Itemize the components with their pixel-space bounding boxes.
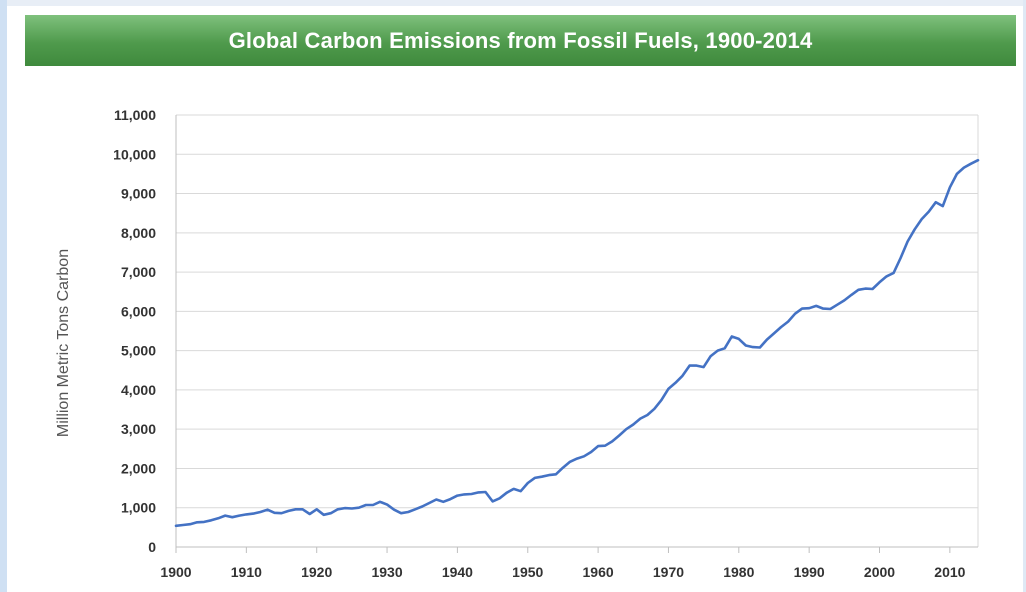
x-tick-label: 1990 — [794, 564, 825, 580]
series-group — [174, 158, 980, 528]
y-tick-label: 10,000 — [113, 146, 156, 162]
y-tick-label: 7,000 — [121, 264, 156, 280]
y-tick-label: 5,000 — [121, 343, 156, 359]
chart-title: Global Carbon Emissions from Fossil Fuel… — [228, 27, 813, 53]
y-tick-label: 11,000 — [114, 107, 156, 123]
series-line — [174, 158, 980, 528]
x-tick-label: 1960 — [583, 564, 614, 580]
y-tick-label: 3,000 — [121, 421, 156, 437]
x-tick-label: 1930 — [371, 564, 402, 580]
y-tick-label: 6,000 — [121, 303, 156, 319]
right-border — [1023, 0, 1026, 592]
x-tick-label: 1980 — [723, 564, 754, 580]
y-tick-label: 8,000 — [121, 225, 156, 241]
y-tick-label: 9,000 — [121, 186, 156, 202]
top-border — [0, 0, 1026, 6]
y-tick-label: 2,000 — [121, 460, 156, 476]
y-tick-label: 1,000 — [121, 500, 156, 516]
x-tick-label: 1900 — [160, 564, 191, 580]
gridlines — [176, 114, 979, 547]
title-banner: Global Carbon Emissions from Fossil Fuel… — [25, 15, 1016, 66]
left-border — [0, 0, 7, 592]
x-tick-label: 1920 — [301, 564, 332, 580]
x-tick-label: 2000 — [864, 564, 895, 580]
y-tick-label: 0 — [148, 539, 156, 555]
x-tick-label: 1970 — [653, 564, 684, 580]
x-tick-label: 1940 — [442, 564, 473, 580]
x-axis-ticks: 1900 1910 1920 1930 1940 1950 1960 1970 1980 1990… — [160, 547, 966, 580]
y-axis-ticks: 0 1,000 2,000 3,000 4,000 5,000 6,000 7,000 8,00… — [113, 107, 156, 555]
axes — [175, 115, 978, 548]
x-tick-label: 1910 — [231, 564, 262, 580]
x-tick-label: 2010 — [934, 564, 965, 580]
y-axis-label: Million Metric Tons Carbon — [55, 249, 72, 437]
x-tick-label: 1950 — [512, 564, 543, 580]
y-tick-label: 4,000 — [121, 382, 156, 398]
